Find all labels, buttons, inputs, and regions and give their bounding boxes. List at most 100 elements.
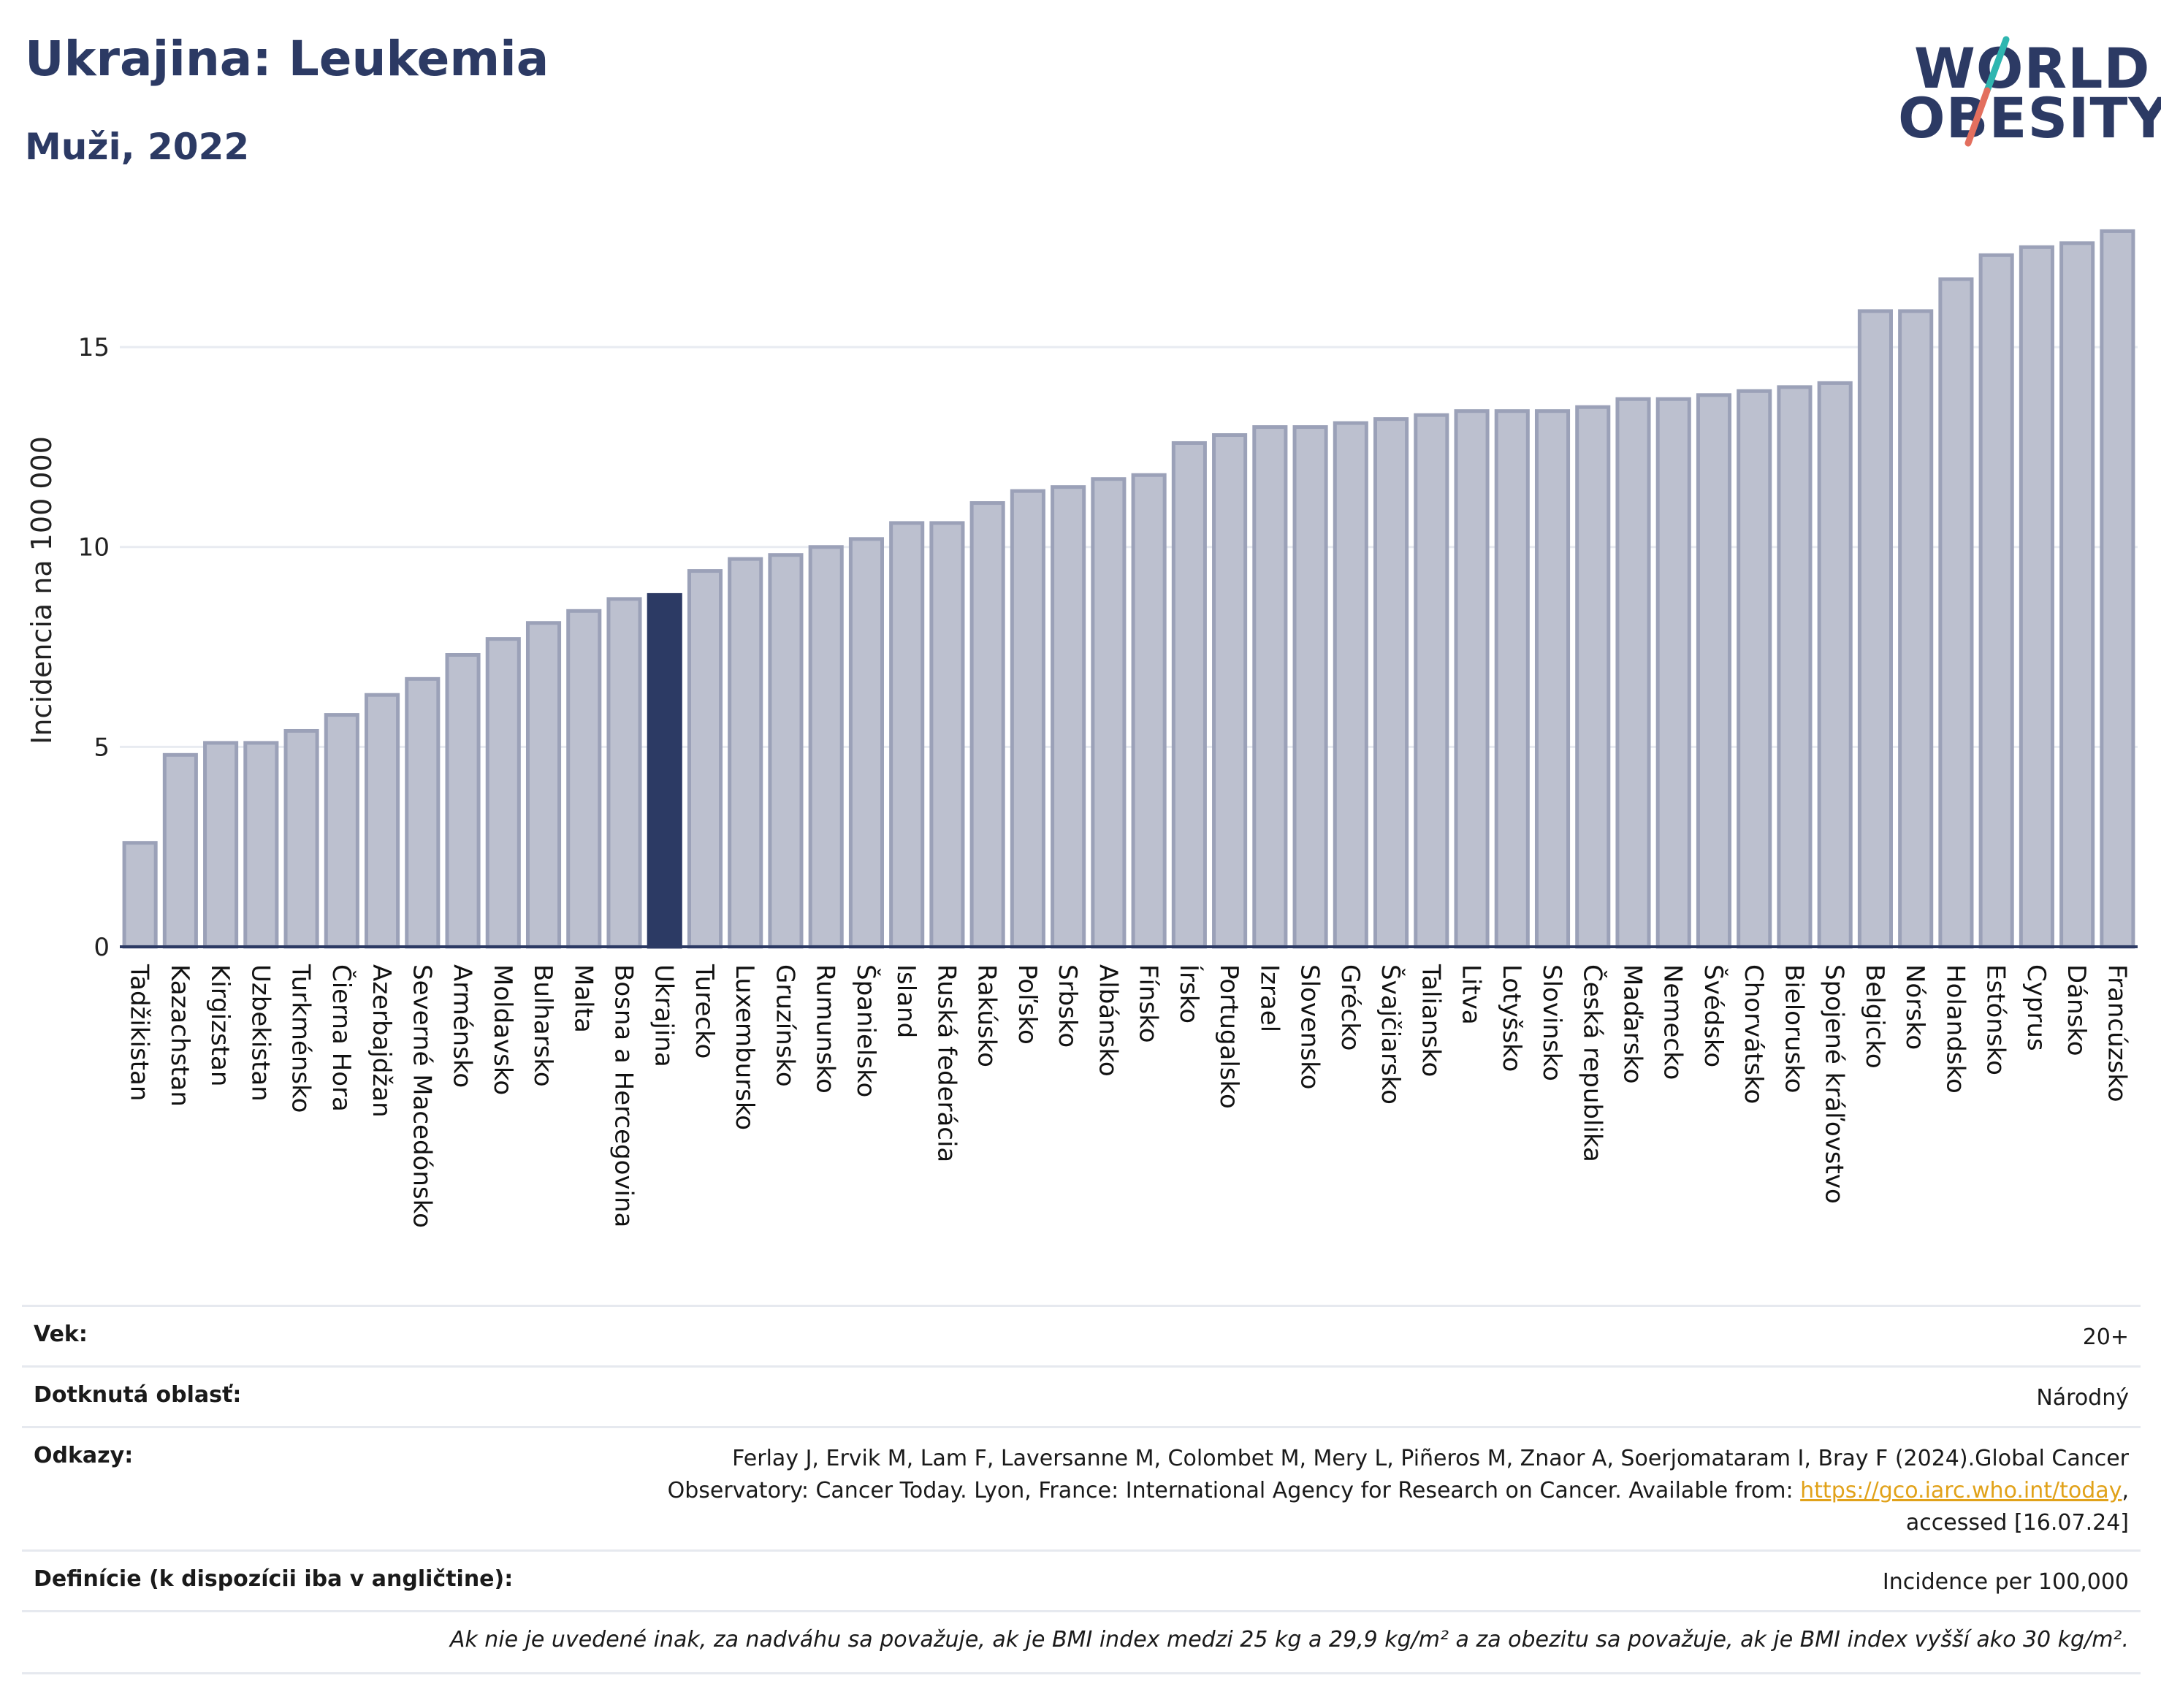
- bar: [122, 841, 158, 949]
- x-tick-label: Francúzsko: [2102, 964, 2131, 1102]
- meta-def-value: Incidence per 100,000: [1882, 1569, 2129, 1595]
- bar: [1655, 397, 1691, 949]
- logo-text-line2: OBESITY: [1898, 85, 2161, 150]
- bar: [1857, 309, 1893, 949]
- x-tick-label: Azerbajdžan: [367, 964, 396, 1118]
- bar: [1131, 473, 1167, 949]
- meta-note: Ak nie je uvedené inak, za nadváhu sa po…: [449, 1627, 2129, 1652]
- x-tick-label: Uzbekistan: [245, 964, 275, 1102]
- x-tick-label: Bielorusko: [1779, 964, 1808, 1093]
- bar: [525, 621, 562, 949]
- x-tick-label: Arménsko: [448, 964, 477, 1088]
- x-tick-label: Fínsko: [1134, 964, 1163, 1043]
- bar: [243, 741, 279, 949]
- refs-line-2-end: ,: [2122, 1478, 2129, 1503]
- meta-refs-value: Ferlay J, Ervik M, Lam F, Laversanne M, …: [668, 1443, 2129, 1539]
- x-tick-label: Španielsko: [851, 964, 881, 1097]
- bar: [2019, 245, 2054, 949]
- bar: [647, 592, 682, 949]
- meta-def-label: Definície (k dispozícii iba v angličtine…: [34, 1566, 514, 1592]
- bar: [848, 537, 884, 949]
- x-tick-label: Švédsko: [1699, 964, 1729, 1067]
- x-tick-label: Ukrajina: [649, 964, 679, 1067]
- x-tick-label: Bulharsko: [528, 964, 557, 1087]
- meta-area-value: Národný: [2036, 1385, 2129, 1411]
- y-tick-label: 0: [94, 933, 110, 962]
- x-tick-label: Švajčiarsko: [1376, 964, 1406, 1105]
- bar: [324, 713, 359, 949]
- y-axis-label: Incidencia na 100 000: [26, 436, 58, 744]
- x-tick-label: Island: [891, 964, 921, 1038]
- bar: [1494, 409, 1530, 949]
- bar: [1615, 397, 1651, 949]
- bar: [365, 693, 400, 949]
- meta-row-area: Dotknutá oblasť: Národný: [22, 1368, 2141, 1428]
- bar: [2100, 229, 2135, 949]
- bar: [728, 557, 763, 949]
- x-tick-label: Holandsko: [1940, 964, 1970, 1094]
- x-tick-label: Nemecko: [1658, 964, 1688, 1080]
- x-tick-label: Taliansko: [1416, 964, 1445, 1077]
- meta-row-note: Ak nie je uvedené inak, za nadváhu sa po…: [22, 1612, 2141, 1674]
- bar-chart: 0 5 10 15 Incidencia na 100 000 Tadžikistan Ka…: [26, 229, 2138, 1228]
- meta-area-label: Dotknutá oblasť:: [34, 1382, 242, 1408]
- x-tick-label: Ruská federácia: [931, 964, 961, 1162]
- bar: [2059, 241, 2095, 949]
- x-tick-label: Kazachstan: [165, 964, 194, 1107]
- x-tick-label: Tadžikistan: [125, 964, 154, 1101]
- x-tick-label: Dánsko: [2062, 964, 2091, 1056]
- x-tick-label: Spojené kráľovstvo: [1820, 964, 1849, 1204]
- refs-line-2-text: Observatory: Cancer Today. Lyon, France:…: [667, 1478, 1801, 1503]
- logo-slash-icon: [1964, 36, 2010, 147]
- meta-row-age: Vek: 20+: [22, 1307, 2141, 1368]
- bar: [1696, 393, 1732, 949]
- bar: [768, 553, 804, 949]
- bar: [445, 653, 481, 949]
- x-tick-label: Česká republika: [1577, 964, 1607, 1162]
- bar: [203, 741, 239, 949]
- x-tick-label: Gruzínsko: [770, 964, 799, 1087]
- bar: [1091, 477, 1127, 949]
- x-tick-label: Rumunsko: [811, 964, 840, 1094]
- bar: [283, 728, 319, 949]
- x-tick-label: Malta: [568, 964, 598, 1033]
- bar: [1414, 413, 1449, 949]
- x-tick-label: Srbsko: [1053, 964, 1082, 1048]
- bar: [606, 597, 642, 949]
- x-tick-label: Cyprus: [2021, 964, 2051, 1051]
- x-tick-label: Estónsko: [1981, 964, 2011, 1075]
- x-tick-label: Maďarsko: [1618, 964, 1647, 1084]
- refs-line-1: Ferlay J, Ervik M, Lam F, Laversanne M, …: [732, 1446, 2129, 1471]
- bar: [162, 752, 198, 949]
- bar: [1252, 425, 1288, 949]
- bar: [1777, 385, 1813, 949]
- bar: [1575, 405, 1611, 949]
- bar: [1292, 425, 1328, 949]
- x-tick-label: Rakúsko: [972, 964, 1002, 1067]
- y-tick-label: 15: [78, 333, 110, 362]
- x-tick-label: Moldavsko: [488, 964, 517, 1095]
- bar: [1938, 277, 1974, 949]
- x-tick-label: Albánsko: [1093, 964, 1122, 1077]
- bar: [485, 637, 521, 949]
- x-tick-label: Belgicko: [1860, 964, 1889, 1069]
- bar: [1212, 433, 1248, 949]
- x-tick-label: Turecko: [690, 964, 719, 1059]
- x-tick-label: Grécko: [1335, 964, 1365, 1051]
- bar: [969, 501, 1005, 949]
- bar: [1373, 417, 1409, 949]
- page-title: Ukrajina: Leukemia: [25, 31, 549, 87]
- refs-link[interactable]: https://gco.iarc.who.int/today: [1800, 1478, 2122, 1503]
- bar: [808, 545, 844, 949]
- bar: [889, 521, 925, 949]
- x-tick-label: Slovinsko: [1537, 964, 1566, 1081]
- meta-refs-label: Odkazy:: [34, 1443, 134, 1468]
- x-tick-label: Írsko: [1174, 964, 1204, 1023]
- refs-line-2: Observatory: Cancer Today. Lyon, France:…: [668, 1475, 2129, 1507]
- bar: [687, 569, 723, 949]
- bar: [1051, 485, 1086, 949]
- x-tick-label: Bosna a Hercegovina: [609, 964, 639, 1227]
- world-obesity-logo: WORLD OBESITY: [1898, 34, 2161, 158]
- meta-age-label: Vek:: [34, 1322, 88, 1347]
- page-subtitle: Muži, 2022: [25, 126, 250, 168]
